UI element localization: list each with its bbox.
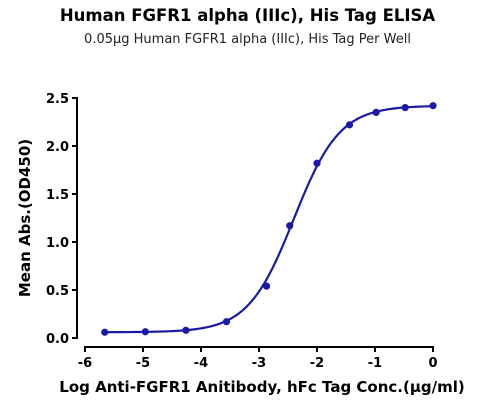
x-tick-label: -6 [78,356,92,371]
y-ticks: 0.0 0.5 1.0 1.5 2.0 2.5 [46,92,77,347]
fit-curve [104,105,434,334]
data-point [345,121,354,129]
y-tick-label: 0.5 [46,284,69,299]
x-axis-label: Log Anti-FGFR1 Anitibody, hFc Tag Conc.(… [59,378,464,396]
x-tick-label: -4 [194,356,208,371]
y-tick-label: 1.5 [46,188,69,203]
data-point [372,108,380,116]
axes [76,97,434,348]
data-point [286,222,294,230]
data-point [141,328,149,336]
x-tick-label: -2 [310,356,324,371]
data-point [262,282,271,290]
x-ticks: -6 -5 -4 -3 -2 -1 0 [78,347,438,371]
data-point [182,326,190,334]
data-points [101,102,437,336]
y-tick-label: 2.0 [46,140,69,155]
x-tick-label: -3 [252,356,266,371]
chart-subtitle: 0.05μg Human FGFR1 alpha (IIIc), His Tag… [84,32,411,47]
x-tick-label: 0 [428,356,437,371]
chart-title: Human FGFR1 alpha (IIIc), His Tag ELISA [59,6,436,25]
data-point [401,104,409,112]
data-point [101,328,109,336]
x-tick-label: -5 [136,356,150,371]
y-tick-label: 1.0 [46,236,69,251]
y-tick-label: 0.0 [46,332,69,347]
data-point [222,318,231,326]
data-point [313,159,321,167]
x-tick-label: -1 [368,356,382,371]
data-point [429,102,437,110]
y-tick-label: 2.5 [46,92,69,107]
y-axis-label: Mean Abs.(OD450) [16,139,34,297]
